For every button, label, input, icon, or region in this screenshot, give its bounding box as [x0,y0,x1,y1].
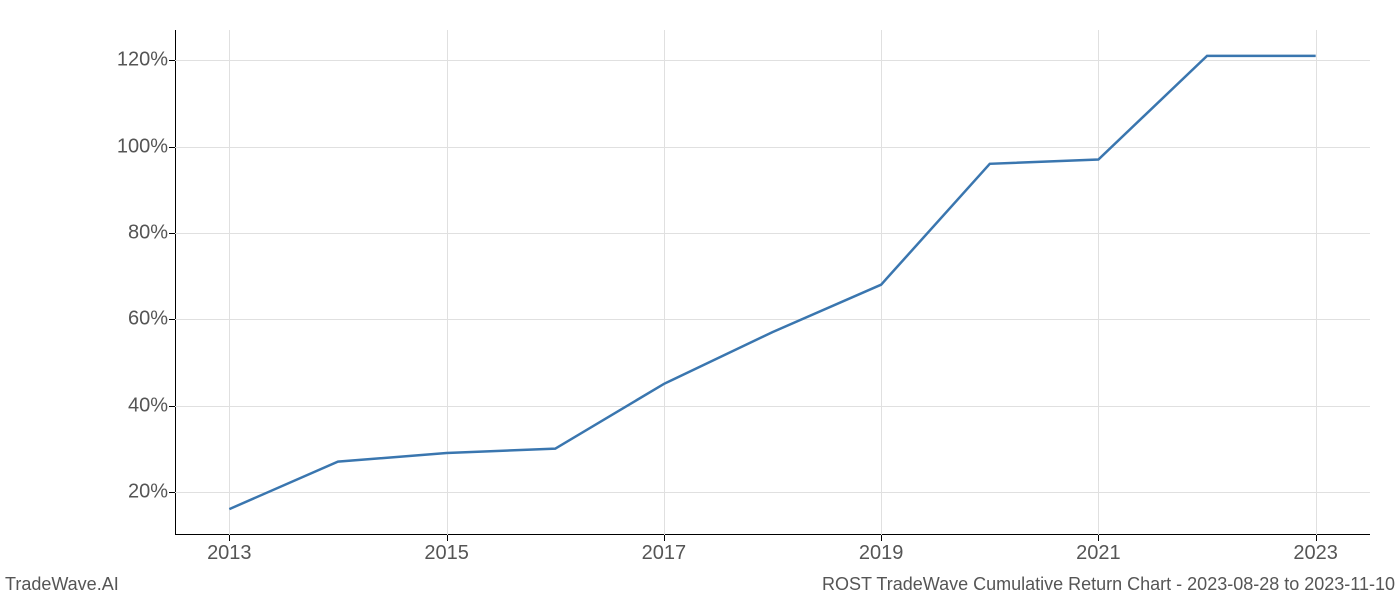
xtick-mark [229,535,230,541]
ytick-label: 40% [128,394,168,417]
xtick-label: 2023 [1293,542,1338,565]
ytick-mark [169,60,175,61]
xtick-label: 2013 [207,542,252,565]
line-series [175,30,1370,535]
ytick-mark [169,147,175,148]
xtick-mark [664,535,665,541]
xtick-label: 2021 [1076,542,1121,565]
footer-right-text: ROST TradeWave Cumulative Return Chart -… [822,574,1395,595]
chart-plot-area [175,30,1370,535]
ytick-label: 80% [128,221,168,244]
ytick-mark [169,492,175,493]
ytick-mark [169,319,175,320]
ytick-label: 120% [117,49,168,72]
footer-left-text: TradeWave.AI [5,574,119,595]
ytick-label: 100% [117,135,168,158]
xtick-mark [1098,535,1099,541]
xtick-label: 2017 [642,542,687,565]
ytick-mark [169,233,175,234]
xtick-mark [881,535,882,541]
xtick-mark [447,535,448,541]
xtick-mark [1316,535,1317,541]
xtick-label: 2015 [424,542,469,565]
ytick-label: 20% [128,480,168,503]
ytick-label: 60% [128,308,168,331]
xtick-label: 2019 [859,542,904,565]
ytick-mark [169,406,175,407]
